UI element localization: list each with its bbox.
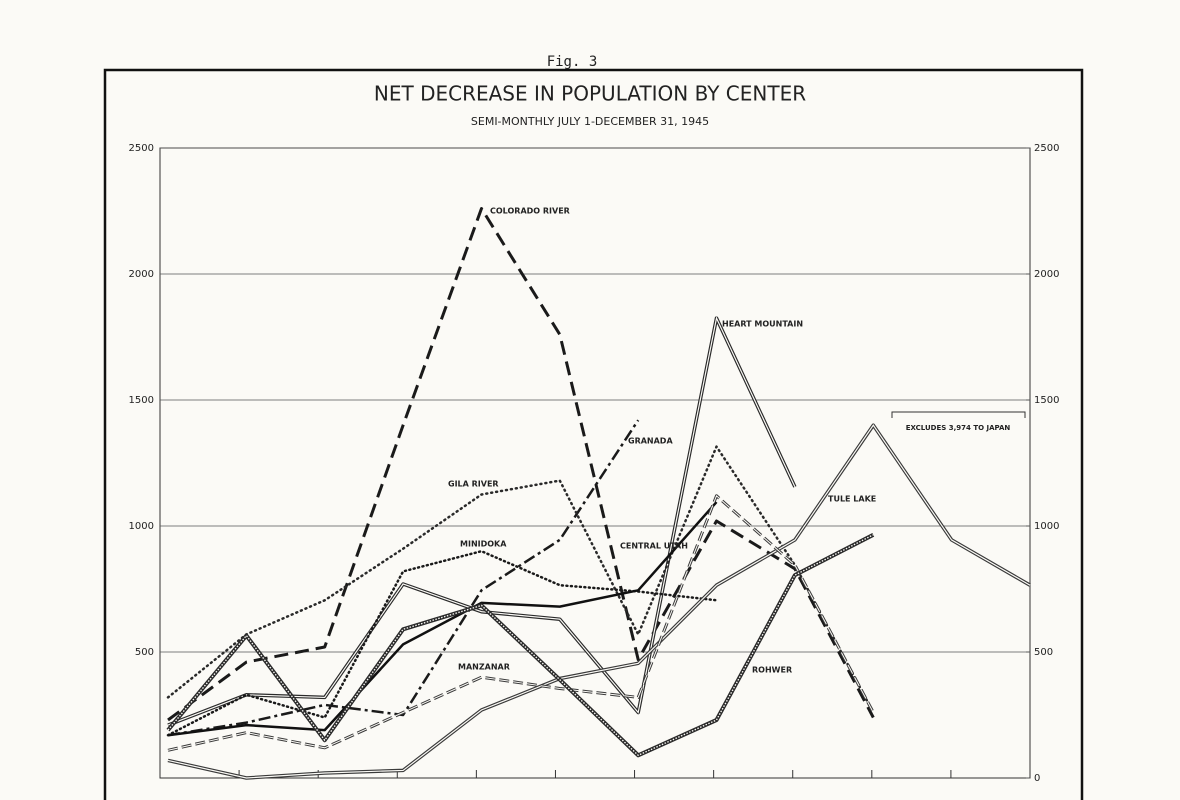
y2-tick-label: 500 <box>1034 647 1053 658</box>
series-label: GRANADA <box>628 437 673 446</box>
series-line-inner <box>167 424 1031 779</box>
y2-tick-label: 1500 <box>1034 395 1059 406</box>
series-line-inner <box>167 494 874 751</box>
y-tick-label: 2500 <box>129 143 154 154</box>
series-label: GILA RIVER <box>448 480 499 489</box>
y-tick-label: 1000 <box>129 521 154 532</box>
figure-label: Fig. 3 <box>547 54 598 70</box>
series-label: HEART MOUNTAIN <box>722 320 803 329</box>
series-line <box>167 207 875 722</box>
chart-title: NET DECREASE IN POPULATION BY CENTER <box>374 82 806 106</box>
y-tick-label: 2000 <box>129 269 154 280</box>
series-line-inner <box>167 534 874 757</box>
series-label: CENTRAL UTAH <box>620 542 688 551</box>
y2-tick-label: 2500 <box>1034 143 1059 154</box>
series-line <box>167 419 640 737</box>
series-line <box>167 501 718 737</box>
series-line <box>166 445 875 714</box>
y-tick-label: 500 <box>135 647 154 658</box>
series-label: MANZANAR <box>458 663 510 672</box>
series-label: MINIDOKA <box>460 540 507 549</box>
annotation: EXCLUDES 3,974 TO JAPAN <box>906 424 1011 432</box>
y2-tick-label: 1000 <box>1034 521 1059 532</box>
series-label: TULE LAKE <box>828 495 876 504</box>
series-label: COLORADO RIVER <box>490 207 570 216</box>
y2-tick-label: 0 <box>1034 773 1040 784</box>
y-tick-label: 1500 <box>129 395 154 406</box>
annotation-bracket <box>891 411 1026 418</box>
y2-tick-label: 2000 <box>1034 269 1059 280</box>
series-label: ROHWER <box>752 666 792 675</box>
series-line-inner <box>167 316 796 726</box>
series-line <box>166 549 718 737</box>
frame <box>103 68 1084 800</box>
chart-subtitle: SEMI-MONTHLY JULY 1-DECEMBER 31, 1945 <box>471 115 709 128</box>
